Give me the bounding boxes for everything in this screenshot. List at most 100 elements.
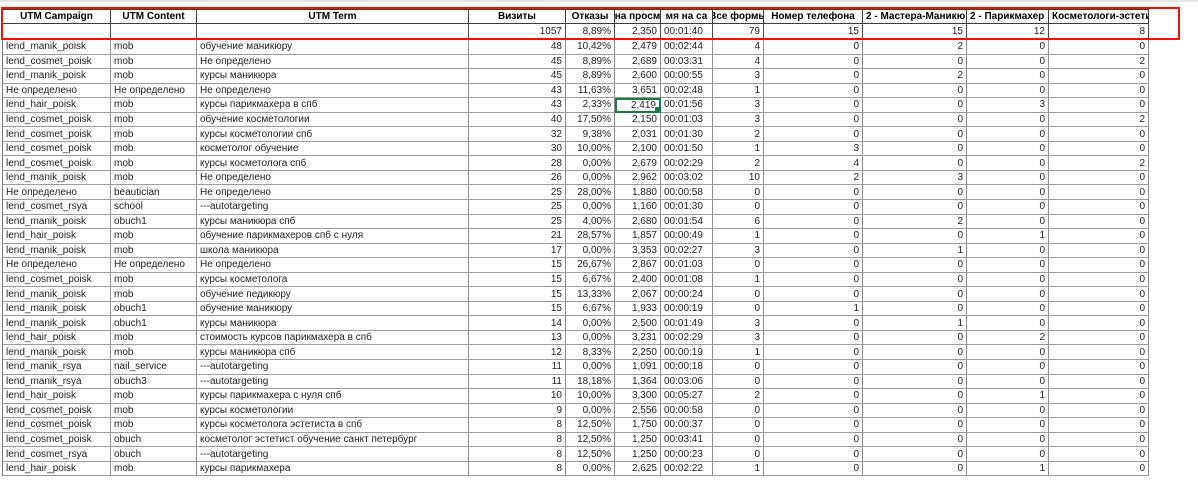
cell-col1[interactable]: mob bbox=[111, 170, 197, 186]
cell-col10[interactable]: 0 bbox=[967, 374, 1049, 390]
cell-col11[interactable]: 0 bbox=[1049, 301, 1149, 317]
cell-col2[interactable]: курсы косметолога bbox=[197, 272, 469, 288]
cell-col4[interactable]: 17,50% bbox=[566, 112, 615, 128]
cell-col8[interactable]: 0 bbox=[764, 374, 863, 390]
cell-col1[interactable]: obuch bbox=[111, 432, 197, 448]
cell-col5[interactable]: 2,600 bbox=[615, 69, 661, 84]
cell-col3[interactable]: 32 bbox=[469, 127, 566, 142]
cell-col0[interactable]: lend_manik_rsya bbox=[3, 360, 111, 375]
cell-col10[interactable]: 0 bbox=[967, 170, 1049, 186]
cell-col9[interactable]: 0 bbox=[863, 156, 967, 171]
cell-col10[interactable]: 1 bbox=[967, 461, 1049, 477]
cell-col10[interactable]: 0 bbox=[967, 112, 1049, 128]
cell-col5[interactable]: 1,880 bbox=[615, 185, 661, 201]
cell-col7[interactable]: 0 bbox=[713, 301, 764, 317]
cell-col11[interactable]: 2 bbox=[1049, 156, 1149, 171]
cell-col11[interactable]: 0 bbox=[1049, 200, 1149, 215]
cell-col3[interactable]: 40 bbox=[469, 112, 566, 128]
cell-col5[interactable]: 2,500 bbox=[615, 316, 661, 331]
cell-col11[interactable]: 0 bbox=[1049, 447, 1149, 462]
cell-col2[interactable]: курсы парикмахера bbox=[197, 461, 469, 477]
cell-col5[interactable]: 2,400 bbox=[615, 272, 661, 288]
cell-col11[interactable]: 0 bbox=[1049, 170, 1149, 186]
cell-col6[interactable]: 00:02:22 bbox=[661, 461, 713, 477]
cell-col6[interactable]: 00:03:41 bbox=[661, 432, 713, 448]
column-header-col2[interactable]: UTM Term bbox=[197, 9, 469, 24]
cell-col10[interactable]: 0 bbox=[967, 54, 1049, 70]
cell-col4[interactable]: 18,18% bbox=[566, 374, 615, 390]
cell-col7[interactable]: 4 bbox=[713, 54, 764, 70]
cell-col4[interactable]: 0,00% bbox=[566, 403, 615, 419]
totals-cell-col0[interactable] bbox=[3, 24, 111, 40]
cell-col0[interactable]: lend_cosmet_poisk bbox=[3, 403, 111, 419]
cell-col5[interactable]: 1,933 bbox=[615, 301, 661, 317]
cell-col8[interactable]: 0 bbox=[764, 360, 863, 375]
cell-col8[interactable]: 0 bbox=[764, 54, 863, 70]
cell-col11[interactable]: 0 bbox=[1049, 83, 1149, 99]
cell-col3[interactable]: 8 bbox=[469, 418, 566, 433]
cell-col4[interactable]: 10,00% bbox=[566, 141, 615, 157]
cell-col4[interactable]: 0,00% bbox=[566, 461, 615, 477]
column-header-col7[interactable]: Все формы bbox=[713, 9, 764, 24]
cell-col0[interactable]: Не определено bbox=[3, 185, 111, 201]
cell-col1[interactable]: mob bbox=[111, 287, 197, 302]
cell-col3[interactable]: 11 bbox=[469, 360, 566, 375]
cell-col7[interactable]: 1 bbox=[713, 272, 764, 288]
cell-col7[interactable]: 0 bbox=[713, 185, 764, 201]
cell-col10[interactable]: 0 bbox=[967, 258, 1049, 273]
cell-col11[interactable]: 2 bbox=[1049, 112, 1149, 128]
cell-col2[interactable]: курсы маникюра спб bbox=[197, 345, 469, 361]
cell-col0[interactable]: lend_hair_poisk bbox=[3, 98, 111, 113]
cell-col10[interactable]: 0 bbox=[967, 272, 1049, 288]
cell-col3[interactable]: 13 bbox=[469, 330, 566, 346]
cell-col4[interactable]: 8,89% bbox=[566, 69, 615, 84]
cell-col3[interactable]: 12 bbox=[469, 345, 566, 361]
cell-col6[interactable]: 00:01:54 bbox=[661, 214, 713, 230]
cell-col3[interactable]: 45 bbox=[469, 69, 566, 84]
cell-col2[interactable]: Не определено bbox=[197, 258, 469, 273]
cell-col0[interactable]: lend_cosmet_poisk bbox=[3, 432, 111, 448]
cell-col6[interactable]: 00:01:30 bbox=[661, 200, 713, 215]
cell-col10[interactable]: 3 bbox=[967, 98, 1049, 113]
cell-col11[interactable]: 0 bbox=[1049, 461, 1149, 477]
cell-col0[interactable]: Не определено bbox=[3, 83, 111, 99]
cell-col4[interactable]: 28,57% bbox=[566, 229, 615, 244]
cell-col1[interactable]: obuch3 bbox=[111, 374, 197, 390]
cell-col4[interactable]: 12,50% bbox=[566, 418, 615, 433]
cell-col0[interactable]: lend_cosmet_poisk bbox=[3, 127, 111, 142]
cell-col7[interactable]: 3 bbox=[713, 98, 764, 113]
cell-col1[interactable]: obuch bbox=[111, 447, 197, 462]
cell-col4[interactable]: 8,89% bbox=[566, 54, 615, 70]
cell-col0[interactable]: lend_cosmet_poisk bbox=[3, 54, 111, 70]
cell-col8[interactable]: 0 bbox=[764, 200, 863, 215]
cell-col0[interactable]: lend_manik_poisk bbox=[3, 69, 111, 84]
cell-col9[interactable]: 0 bbox=[863, 272, 967, 288]
cell-col2[interactable]: курсы косметологии bbox=[197, 403, 469, 419]
cell-col10[interactable]: 0 bbox=[967, 69, 1049, 84]
cell-col5[interactable]: 1,364 bbox=[615, 374, 661, 390]
column-header-col4[interactable]: Отказы bbox=[566, 9, 615, 24]
cell-col2[interactable]: курсы косметолога спб bbox=[197, 156, 469, 171]
cell-col1[interactable]: school bbox=[111, 200, 197, 215]
cell-col0[interactable]: lend_manik_poisk bbox=[3, 214, 111, 230]
cell-col1[interactable]: nail_service bbox=[111, 360, 197, 375]
cell-col6[interactable]: 00:03:02 bbox=[661, 170, 713, 186]
cell-col6[interactable]: 00:01:50 bbox=[661, 141, 713, 157]
cell-col4[interactable]: 10,42% bbox=[566, 40, 615, 55]
cell-col9[interactable]: 2 bbox=[863, 214, 967, 230]
cell-col8[interactable]: 0 bbox=[764, 272, 863, 288]
cell-col3[interactable]: 25 bbox=[469, 185, 566, 201]
column-header-col5[interactable]: на просм bbox=[615, 9, 661, 24]
cell-col5[interactable]: 2,150 bbox=[615, 112, 661, 128]
cell-col9[interactable]: 0 bbox=[863, 418, 967, 433]
cell-col2[interactable]: курсы косметологии спб bbox=[197, 127, 469, 142]
cell-col1[interactable]: mob bbox=[111, 141, 197, 157]
cell-col8[interactable]: 0 bbox=[764, 69, 863, 84]
cell-col0[interactable]: lend_cosmet_poisk bbox=[3, 272, 111, 288]
cell-col6[interactable]: 00:02:29 bbox=[661, 330, 713, 346]
cell-col2[interactable]: курсы парикмахера с нуля спб bbox=[197, 389, 469, 404]
cell-col10[interactable]: 0 bbox=[967, 200, 1049, 215]
cell-col8[interactable]: 0 bbox=[764, 127, 863, 142]
cell-col10[interactable]: 0 bbox=[967, 141, 1049, 157]
cell-col8[interactable]: 0 bbox=[764, 389, 863, 404]
